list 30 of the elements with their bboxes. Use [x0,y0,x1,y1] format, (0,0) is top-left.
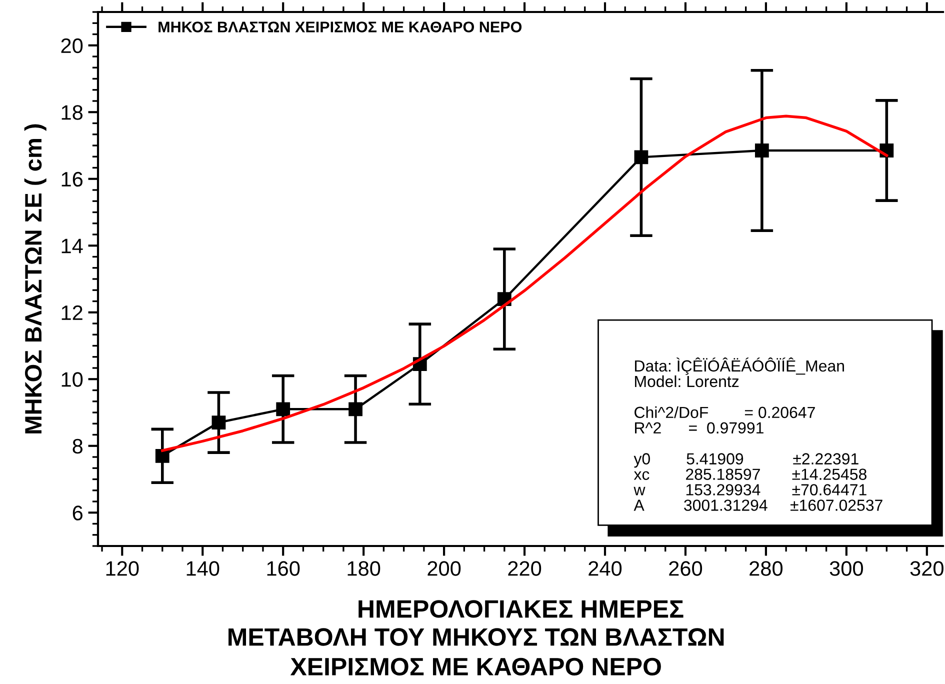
x-tick-label: 160 [267,561,300,576]
point [155,448,170,463]
x-tick-label: 120 [106,561,139,576]
point [754,144,769,158]
point [212,416,226,430]
text: ΜΕΤΑΒΟΛΗ ΤΟΥ ΜΗΚΟΥΣ ΤΩΝ ΒΛΑΣΤΩΝ ΧΕΙΡΙΣΜΟΣ ΜΕ ΚΑΘΑΡΟ ΝΕΡΟ [228,628,724,676]
y-tick-label: 18 [62,105,83,120]
x-tick-label: 180 [348,561,380,576]
y-axis-title: ΜΗΚΟΣ ΒΛΑΣΤΩΝ ΣΕ ( cm ) [24,124,46,434]
x-tick-label: 260 [669,561,702,576]
x-tick-label: 320 [910,561,944,576]
x-tick-label: 300 [830,561,863,576]
x-tick-label: 200 [428,561,461,576]
x-tick-label: 220 [508,561,542,576]
y-tick-label: 12 [62,305,82,320]
point [634,150,648,164]
x-tick-label: 280 [750,561,783,576]
x-axis-title: ΗΜΕΡΟΛΟΓΙΑΚΕΣ ΗΜΕΡΕΣ [358,600,684,618]
text: Data: ÌÇÊÏÓÂËÁÓÔÏÍÊ_Mean Model: Lorentz Chi^2/DoF = 0.20647 R^2 = 0.97991 y0 5.41909 ±2.22391 xc 285.18597 ±14.25458 w 153.29934 ±70.64471 A 3001.31294 ±1607.02537 [634,358,882,511]
point [276,402,290,416]
y-tick-label: 14 [62,238,83,254]
legend-label: ΜΗΚΟΣ ΒΛΑΣΤΩΝ ΧΕΙΡΙΣΜΟΣ ΜΕ ΚΑΘΑΡΟ ΝΕΡΟ [158,22,522,32]
y-tick-label: 6 [72,506,82,520]
x-tick-label: 240 [588,561,622,576]
point [348,402,362,416]
x-tick-label: 140 [186,561,220,576]
y-tick-label: 20 [61,38,83,54]
y-tick-label: 10 [62,372,83,387]
y-tick-label: 16 [62,172,83,187]
y-tick-label: 8 [72,438,83,454]
